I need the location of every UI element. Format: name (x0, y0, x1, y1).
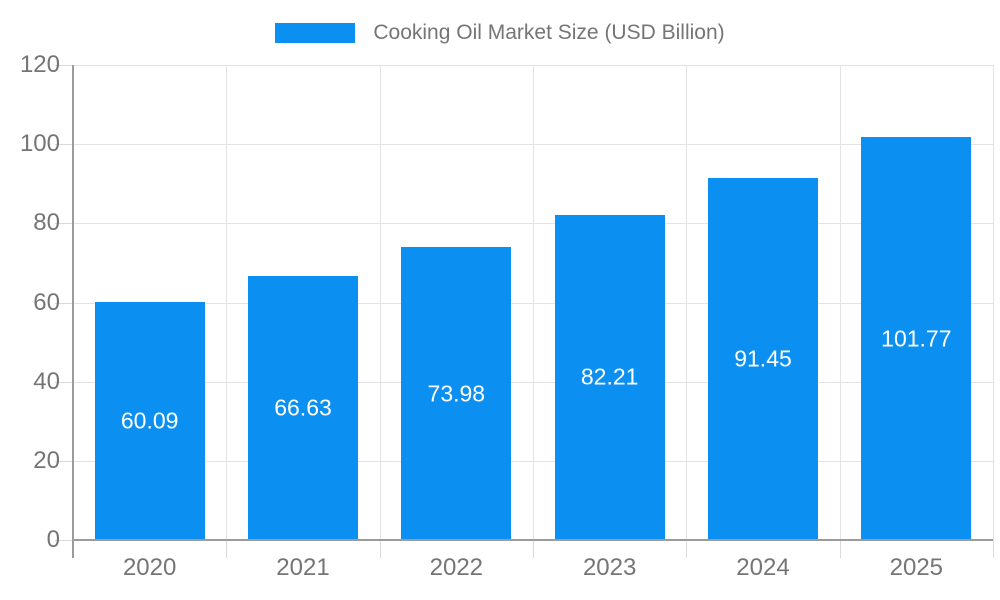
gridline-vertical (993, 65, 994, 540)
bar-value-label: 66.63 (274, 394, 332, 421)
x-axis-category-label: 2024 (736, 554, 790, 581)
y-axis-tick-label: 120 (19, 51, 60, 78)
gridline-vertical (839, 65, 841, 540)
x-axis-tick (686, 540, 688, 558)
y-axis-tick-label: 20 (33, 446, 60, 474)
bar-2021[interactable] (248, 276, 358, 540)
x-axis-category-label: 2020 (122, 554, 177, 581)
x-axis-tick (226, 540, 228, 558)
x-axis-category-label: 2025 (889, 554, 944, 581)
legend-label: Cooking Oil Market Size (USD Billion) (373, 21, 725, 44)
y-axis-tick-label: 80 (33, 209, 60, 237)
x-axis-category-label: 2022 (429, 554, 484, 581)
bar-2024[interactable] (708, 178, 818, 540)
y-axis-tick-label: 60 (33, 288, 60, 316)
y-axis-tick-label: 0 (46, 526, 60, 553)
gridline-vertical (379, 65, 381, 540)
gridline-vertical (226, 65, 228, 540)
bar-2022[interactable] (401, 247, 512, 540)
x-axis-line (73, 539, 993, 541)
x-axis-category-label: 2021 (276, 554, 330, 581)
y-axis-tick (55, 540, 73, 541)
gridline-vertical (533, 65, 534, 540)
bar-value-label: 60.09 (120, 407, 179, 434)
x-axis-category-label: 2023 (582, 554, 637, 581)
y-axis-tick (55, 460, 73, 462)
chart-legend[interactable]: Cooking Oil Market Size (USD Billion) (0, 18, 1000, 48)
gridline-vertical (686, 65, 688, 540)
y-axis-tick-label: 40 (33, 367, 60, 395)
y-axis-line (72, 65, 74, 558)
y-axis-tick (55, 302, 73, 304)
bar-value-label: 73.98 (427, 380, 486, 407)
y-axis-tick-label: 100 (19, 130, 60, 158)
legend-swatch-icon (275, 23, 356, 43)
y-axis-tick (55, 381, 73, 383)
bar-value-label: 91.45 (734, 345, 792, 372)
bar-value-label: 101.77 (881, 325, 952, 352)
y-axis-tick (55, 144, 73, 146)
bar-2023[interactable] (554, 214, 665, 540)
x-axis-tick (993, 540, 994, 558)
x-axis-tick (533, 540, 534, 558)
y-axis-tick (55, 223, 73, 225)
bar-2020[interactable] (94, 302, 205, 540)
x-axis-tick (379, 540, 381, 558)
bar-value-label: 82.21 (580, 363, 639, 390)
bar-2025[interactable] (861, 137, 972, 540)
y-axis-tick (55, 65, 73, 66)
x-axis-tick (839, 540, 841, 558)
